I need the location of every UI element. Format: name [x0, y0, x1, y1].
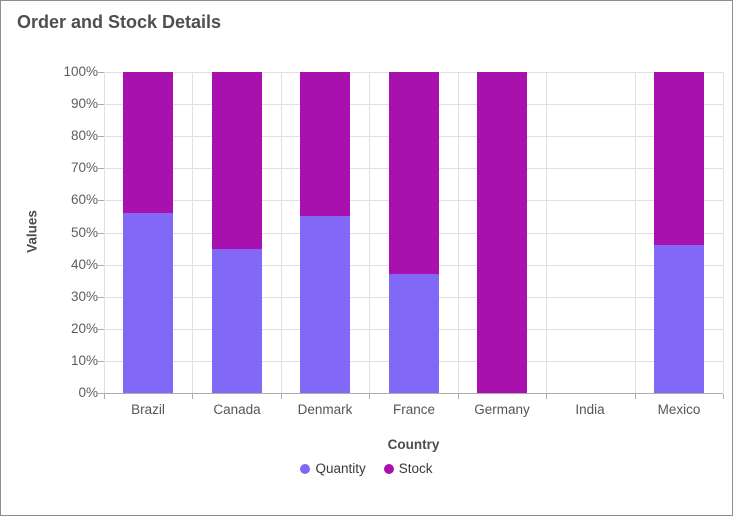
gridline-v-2	[281, 72, 282, 393]
legend-item-quantity[interactable]: Quantity	[300, 461, 366, 476]
y-tick-label-0: 0%	[78, 385, 98, 400]
y-tick-label-50: 50%	[70, 224, 98, 240]
quantity-marker-icon	[300, 463, 311, 474]
plot-area	[104, 72, 724, 394]
y-tick-label-80: 80%	[70, 128, 98, 144]
legend-item-stock[interactable]: Stock	[383, 461, 433, 476]
bar-segment-stock-mexico[interactable]	[654, 72, 704, 246]
legend: Quantity Stock	[1, 461, 732, 476]
bar-segment-quantity-brazil[interactable]	[123, 213, 173, 393]
bar-segment-stock-denmark[interactable]	[300, 72, 350, 217]
x-tick-6	[635, 394, 636, 399]
chart-title: Order and Stock Details	[17, 12, 222, 32]
x-tick-label-canada: Canada	[213, 402, 261, 417]
y-tick-label-70: 70%	[70, 160, 98, 176]
gridline-v-6	[635, 72, 636, 393]
legend-item-label: Quantity	[315, 461, 366, 476]
y-tick-label-90: 90%	[70, 96, 98, 112]
y-tick-label-10: 10%	[70, 352, 98, 368]
gridline-v-0	[104, 72, 105, 393]
x-tick-2	[281, 394, 282, 399]
bar-segment-quantity-denmark[interactable]	[300, 216, 350, 393]
x-tick-7	[723, 394, 724, 399]
y-tick-label-40: 40%	[70, 256, 98, 272]
x-tick-label-india: India	[575, 402, 605, 417]
gridline-v-3	[369, 72, 370, 393]
y-tick-label-20: 20%	[70, 320, 98, 336]
y-tick-100	[98, 72, 104, 73]
y-tick-0	[98, 393, 104, 394]
y-tick-label-100: 100%	[63, 64, 98, 79]
legend-item-label: Stock	[398, 461, 433, 476]
y-tick-40	[98, 265, 104, 266]
bar-segment-stock-brazil[interactable]	[123, 72, 173, 214]
x-tick-label-mexico: Mexico	[657, 402, 701, 417]
x-tick-3	[369, 394, 370, 399]
x-tick-label-brazil: Brazil	[131, 402, 165, 417]
x-tick-label-denmark: Denmark	[297, 402, 353, 417]
x-axis-title: Country	[387, 437, 440, 452]
bar-segment-quantity-mexico[interactable]	[654, 245, 704, 393]
gridline-v-1	[192, 72, 193, 393]
x-tick-label-germany: Germany	[474, 402, 530, 417]
x-tick-1	[192, 394, 193, 399]
x-tick-5	[546, 394, 547, 399]
gridline-v-7	[723, 72, 724, 393]
y-tick-60	[98, 200, 104, 201]
y-tick-80	[98, 136, 104, 137]
y-tick-20	[98, 329, 104, 330]
bar-segment-quantity-canada[interactable]	[212, 248, 262, 393]
bar-segment-stock-canada[interactable]	[212, 72, 262, 249]
gridline-v-4	[458, 72, 459, 393]
x-tick-4	[458, 394, 459, 399]
bar-segment-stock-germany[interactable]	[477, 72, 527, 393]
y-tick-label-60: 60%	[70, 192, 98, 208]
y-tick-10	[98, 361, 104, 362]
y-tick-70	[98, 168, 104, 169]
gridline-v-5	[546, 72, 547, 393]
x-tick-0	[104, 394, 105, 399]
bar-segment-stock-france[interactable]	[389, 72, 439, 275]
x-tick-label-france: France	[392, 402, 436, 417]
y-tick-50	[98, 233, 104, 234]
y-tick-90	[98, 104, 104, 105]
y-tick-30	[98, 297, 104, 298]
bar-segment-quantity-france[interactable]	[389, 274, 439, 393]
stock-marker-icon	[383, 463, 394, 474]
y-tick-label-30: 30%	[70, 288, 98, 304]
